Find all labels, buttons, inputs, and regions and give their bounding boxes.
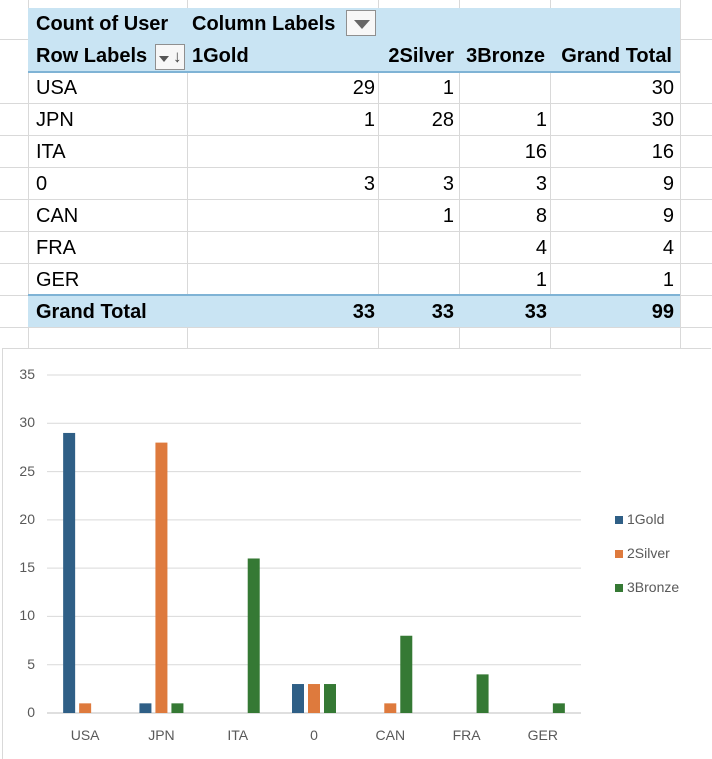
x-tick-label: 0 xyxy=(310,727,318,743)
x-tick-label: ITA xyxy=(227,727,249,743)
cell-gold[interactable] xyxy=(187,136,375,168)
legend-swatch xyxy=(615,550,623,559)
legend-item[interactable]: 3Bronze xyxy=(615,579,679,595)
bar-2Silver-JPN[interactable] xyxy=(155,442,168,713)
cell-silver[interactable]: 1 xyxy=(442,77,454,99)
bar-3Bronze-JPN[interactable] xyxy=(171,703,184,713)
sort-descending-icon: ↓ xyxy=(173,47,182,66)
chart-plot xyxy=(47,374,581,714)
cell-total[interactable]: 1 xyxy=(662,269,674,291)
bar-3Bronze-CAN[interactable] xyxy=(400,635,413,713)
x-tick-label: GER xyxy=(527,727,559,743)
grand-total-label[interactable]: Grand Total xyxy=(36,301,147,323)
cell-silver[interactable]: 28 xyxy=(431,109,454,131)
y-tick-label: 15 xyxy=(19,559,35,576)
column-labels-header[interactable]: Column Labels xyxy=(192,13,336,35)
cell-silver[interactable] xyxy=(378,232,454,264)
grand-total-band xyxy=(28,295,680,327)
cell-bronze[interactable]: 4 xyxy=(535,237,547,259)
x-tick-label: USA xyxy=(70,727,100,743)
row-label[interactable]: 0 xyxy=(36,173,48,195)
y-tick-label: 20 xyxy=(19,510,35,527)
y-tick-label: 30 xyxy=(19,414,35,431)
row-label[interactable]: JPN xyxy=(36,109,74,131)
grand-total-bronze[interactable]: 33 xyxy=(524,301,547,323)
row-label[interactable]: CAN xyxy=(36,205,79,227)
bar-3Bronze-GER[interactable] xyxy=(552,703,565,713)
column-header-bronze[interactable]: 3Bronze xyxy=(466,45,545,67)
cell-total[interactable]: 9 xyxy=(662,173,674,195)
cell-silver[interactable] xyxy=(378,264,454,296)
legend-label: 1Gold xyxy=(627,511,665,527)
cell-bronze[interactable]: 1 xyxy=(535,269,547,291)
cell-silver[interactable]: 1 xyxy=(442,205,454,227)
cell-silver[interactable]: 3 xyxy=(442,173,454,195)
cell-gold[interactable]: 29 xyxy=(352,77,375,99)
cell-total[interactable]: 9 xyxy=(662,205,674,227)
cell-total[interactable]: 4 xyxy=(662,237,674,259)
value-field-label[interactable]: Count of User xyxy=(36,13,169,35)
grand-total-divider xyxy=(28,294,680,296)
column-labels-filter-button[interactable] xyxy=(346,10,376,36)
cell-gold[interactable]: 1 xyxy=(363,109,375,131)
cell-total[interactable]: 30 xyxy=(651,77,674,99)
cell-gold[interactable] xyxy=(187,232,375,264)
legend-swatch xyxy=(615,516,623,525)
column-header-gold[interactable]: 1Gold xyxy=(192,45,249,67)
cell-silver[interactable] xyxy=(378,136,454,168)
cell-bronze[interactable]: 1 xyxy=(535,109,547,131)
y-tick-label: 25 xyxy=(19,462,35,479)
legend-label: 2Silver xyxy=(627,545,670,561)
bar-1Gold-USA[interactable] xyxy=(63,432,76,713)
row-label[interactable]: FRA xyxy=(36,237,76,259)
legend-swatch xyxy=(615,584,623,593)
y-tick-label: 10 xyxy=(19,607,35,624)
column-header-grand-total[interactable]: Grand Total xyxy=(561,45,672,67)
row-label[interactable]: GER xyxy=(36,269,80,291)
cell-total[interactable]: 16 xyxy=(651,141,674,163)
cell-bronze[interactable] xyxy=(459,72,547,104)
dropdown-arrow-icon xyxy=(159,56,169,62)
bar-3Bronze-ITA[interactable] xyxy=(247,558,260,713)
row-labels-sort-filter-button[interactable]: ↓ xyxy=(155,44,185,70)
column-header-silver[interactable]: 2Silver xyxy=(388,45,454,67)
x-tick-label: CAN xyxy=(375,727,406,743)
bar-3Bronze-0[interactable] xyxy=(324,684,336,713)
bar-2Silver-0[interactable] xyxy=(308,684,320,713)
row-label[interactable]: USA xyxy=(36,77,78,99)
pivot-chart[interactable]: 0 5 10 15 20 25 30 35 USA JPN ITA 0 CAN FRA GER 1Gold… xyxy=(2,348,711,759)
grand-total-total[interactable]: 99 xyxy=(651,301,674,323)
bar-1Gold-JPN[interactable] xyxy=(139,703,152,713)
row-label[interactable]: ITA xyxy=(36,141,66,163)
x-tick-label: JPN xyxy=(148,727,175,743)
y-tick-label: 35 xyxy=(19,366,35,382)
cell-gold[interactable]: 3 xyxy=(363,173,375,195)
bar-1Gold-0[interactable] xyxy=(292,684,304,713)
legend-label: 3Bronze xyxy=(627,579,680,595)
bar-2Silver-CAN[interactable] xyxy=(384,703,397,713)
grand-total-gold[interactable]: 33 xyxy=(352,301,375,323)
cell-bronze[interactable]: 8 xyxy=(535,205,547,227)
cell-bronze[interactable]: 3 xyxy=(535,173,547,195)
legend-item[interactable]: 1Gold xyxy=(615,511,664,527)
bar-2Silver-USA[interactable] xyxy=(79,703,92,713)
dropdown-arrow-icon xyxy=(354,20,370,29)
header-divider xyxy=(28,71,680,73)
x-tick-label: FRA xyxy=(452,727,481,743)
legend-item[interactable]: 2Silver xyxy=(615,545,670,561)
cell-gold[interactable] xyxy=(187,264,375,296)
y-tick-label: 0 xyxy=(27,704,35,720)
bar-3Bronze-FRA[interactable] xyxy=(476,674,489,713)
cell-gold[interactable] xyxy=(187,200,375,232)
row-labels-header[interactable]: Row Labels xyxy=(36,45,148,67)
y-tick-label: 5 xyxy=(27,655,35,672)
grand-total-silver[interactable]: 33 xyxy=(431,301,454,323)
cell-bronze[interactable]: 16 xyxy=(524,141,547,163)
cell-total[interactable]: 30 xyxy=(651,109,674,131)
